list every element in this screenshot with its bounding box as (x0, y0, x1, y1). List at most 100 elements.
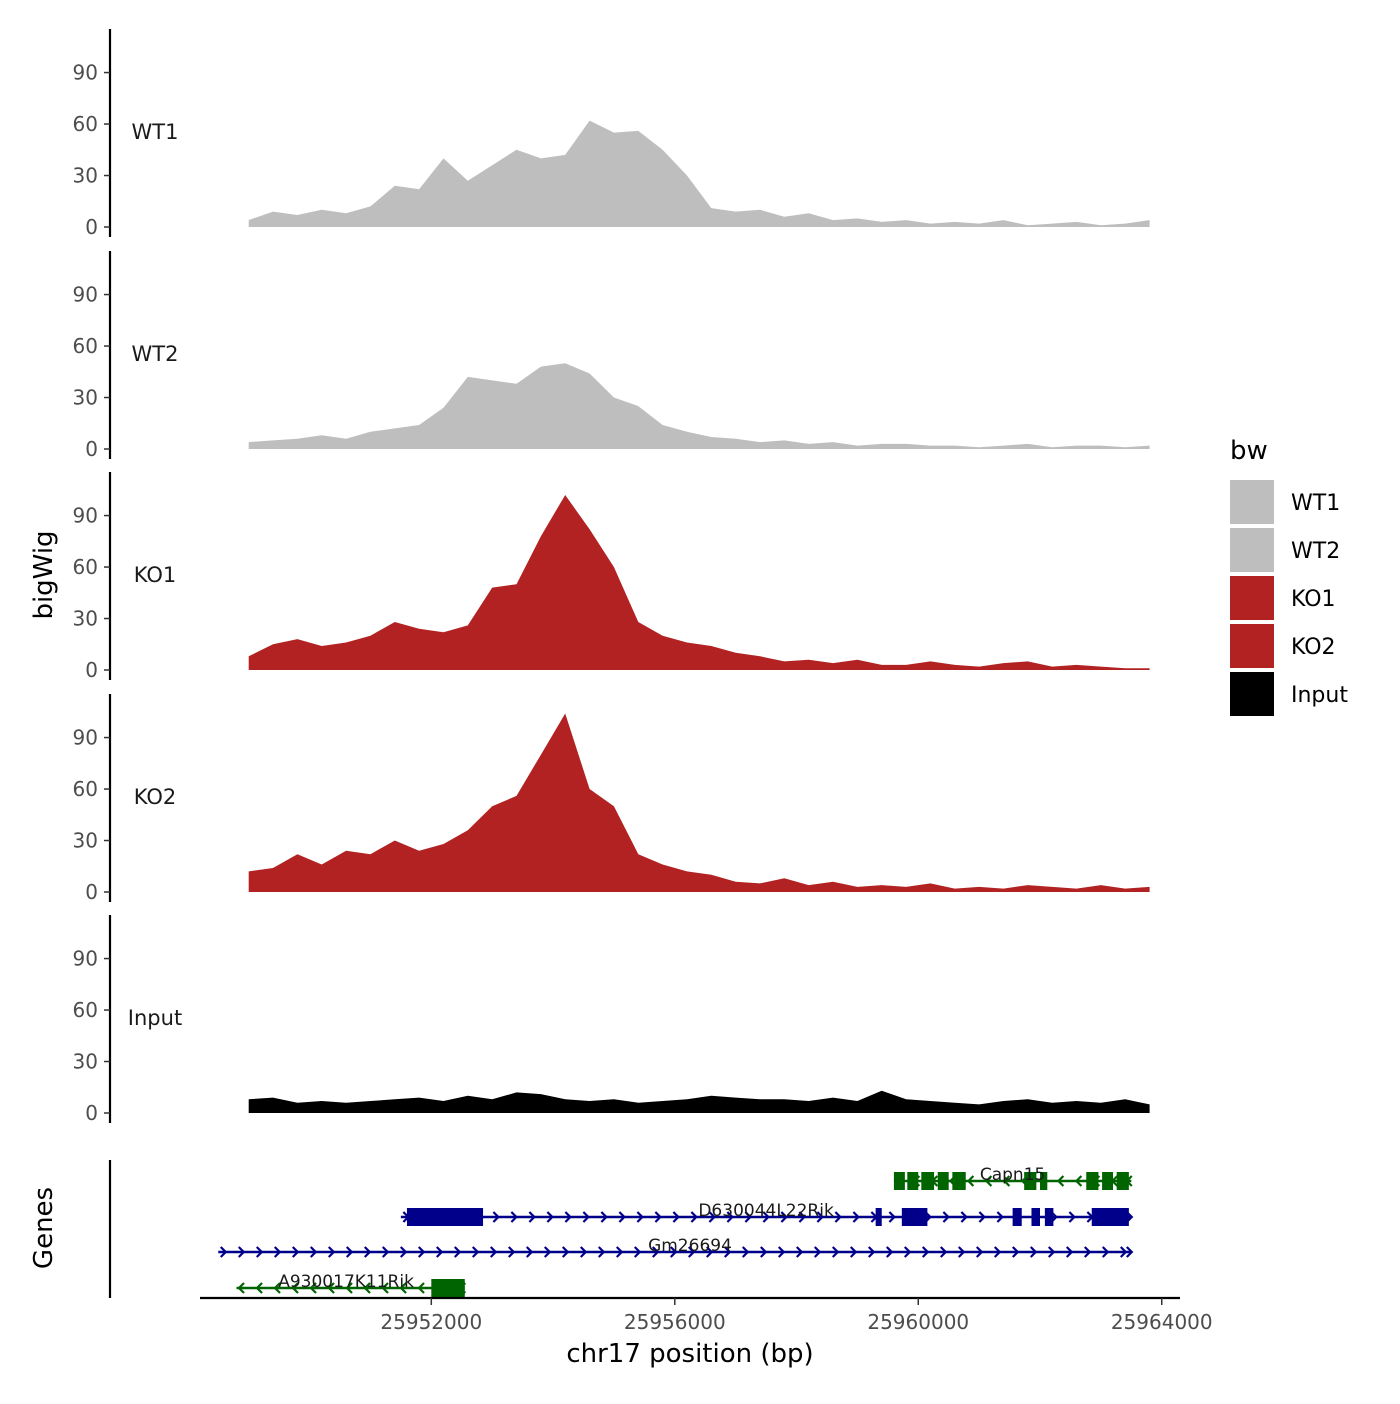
coverage-point (929, 660, 931, 662)
coverage-point (467, 624, 469, 626)
coverage-point (856, 886, 858, 888)
y-tick-label: 0 (85, 215, 98, 239)
coverage-point (808, 659, 810, 661)
strand-arrow (492, 1211, 500, 1223)
strand-arrow (1101, 1246, 1110, 1258)
strand-arrow (726, 1211, 734, 1223)
y-tick-label: 0 (85, 658, 98, 682)
coverage-point (442, 157, 444, 159)
strand-arrow (561, 1246, 570, 1258)
coverage-point (1075, 444, 1077, 446)
strand-arrow (381, 1282, 389, 1294)
legend-title: bw (1230, 436, 1268, 466)
coverage-point (564, 1098, 566, 1100)
gene-exon (1116, 1172, 1129, 1190)
coverage-area-wt1 (248, 120, 1150, 227)
strand-arrow (255, 1246, 264, 1258)
legend-label-ko2: KO2 (1291, 635, 1336, 660)
strand-arrow (762, 1211, 770, 1223)
coverage-point (248, 1098, 250, 1100)
coverage-point (442, 407, 444, 409)
gene-label: A930017K11Rik (278, 1272, 414, 1292)
coverage-point (929, 1100, 931, 1102)
y-tick-label: 90 (73, 947, 98, 971)
coverage-point (272, 210, 274, 212)
coverage-point (418, 628, 420, 630)
coverage-point (540, 365, 542, 367)
strand-arrow (255, 1282, 263, 1294)
gene-label: Capn15 (980, 1165, 1046, 1185)
coverage-point (491, 379, 493, 381)
coverage-point (369, 1100, 371, 1102)
coverage-point (1124, 222, 1126, 224)
strand-arrow (582, 1211, 590, 1223)
genes-group: Capn15 D630044L22Rik Gm26694 A930017K11Rik (108, 1160, 1134, 1298)
coverage-point (1100, 884, 1102, 886)
track-label: KO1 (134, 563, 177, 587)
coverage-point (686, 1098, 688, 1100)
coverage-point (588, 372, 590, 374)
gene-exon (1086, 1172, 1099, 1190)
strand-arrow (867, 1246, 876, 1258)
coverage-point (735, 881, 737, 883)
strand-arrow (309, 1246, 318, 1258)
coverage-point (710, 645, 712, 647)
gene-exon (1040, 1172, 1048, 1190)
strand-arrow (957, 1246, 966, 1258)
coverage-point (661, 1100, 663, 1102)
y-tick-label: 30 (73, 1050, 98, 1074)
coverage-point (783, 877, 785, 879)
legend-label-wt2: WT2 (1291, 539, 1340, 564)
track-ko2: 0 30 60 90 KO2 (73, 694, 1150, 904)
gene-exon (1091, 1208, 1129, 1226)
coverage-point (491, 805, 493, 807)
coverage-point (296, 1102, 298, 1104)
y-tick-label: 60 (73, 555, 98, 579)
track-label: WT2 (132, 342, 179, 366)
coverage-point (905, 219, 907, 221)
strand-arrow (525, 1246, 534, 1258)
gene-gm26694: Gm26694 (218, 1236, 1134, 1258)
coverage-point (954, 664, 956, 666)
coverage-point (369, 205, 371, 207)
legend-swatch-ko1 (1230, 576, 1274, 620)
strand-arrow (615, 1246, 624, 1258)
strand-arrow (942, 1211, 950, 1223)
coverage-point (735, 652, 737, 654)
strand-arrow (780, 1211, 788, 1223)
coverage-point (564, 362, 566, 364)
coverage-point (808, 212, 810, 214)
strand-arrow (708, 1211, 716, 1223)
strand-arrow (453, 1246, 462, 1258)
coverage-point (710, 436, 712, 438)
gene-exon (921, 1172, 935, 1190)
coverage-point (686, 641, 688, 643)
coverage-point (1124, 887, 1126, 889)
strand-arrow (327, 1282, 335, 1294)
coverage-point (540, 754, 542, 756)
gene-exon (1024, 1172, 1037, 1190)
coverage-point (783, 439, 785, 441)
x-tick-label: 25956000 (624, 1310, 726, 1334)
strand-arrow (381, 1246, 390, 1258)
coverage-point (954, 1102, 956, 1104)
coverage-point (881, 443, 883, 445)
strand-arrow (1056, 1175, 1065, 1187)
coverage-point (1124, 667, 1126, 669)
track-ko1: 0 30 60 90 KO1 (73, 472, 1150, 682)
strand-arrow (564, 1211, 572, 1223)
coverage-point (345, 212, 347, 214)
gene-exon (406, 1208, 484, 1226)
strand-arrow (798, 1211, 806, 1223)
coverage-point (637, 1102, 639, 1104)
coverage-point (1148, 667, 1150, 669)
coverage-point (637, 405, 639, 407)
coverage-point (832, 219, 834, 221)
coverage-point (1027, 1098, 1029, 1100)
coverage-point (954, 444, 956, 446)
coverage-point (345, 850, 347, 852)
strand-arrow (1068, 1211, 1076, 1223)
genes-axis-title: Genes (29, 1187, 59, 1269)
coverage-point (1002, 1100, 1004, 1102)
y-tick-label: 60 (73, 998, 98, 1022)
